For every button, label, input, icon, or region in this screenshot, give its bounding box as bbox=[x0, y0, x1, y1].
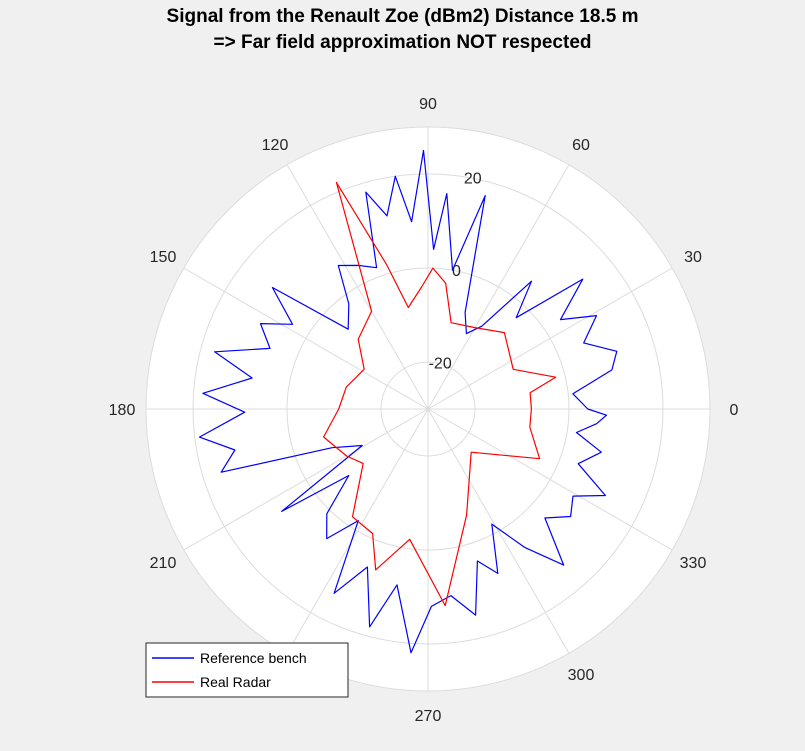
legend-label-2: Real Radar bbox=[200, 674, 271, 690]
chart-title-line-1: Signal from the Renault Zoe (dBm2) Dista… bbox=[166, 6, 639, 27]
chart-title-line-2: => Far field approximation NOT respected bbox=[213, 32, 592, 53]
theta-tick-label: 90 bbox=[419, 96, 437, 113]
r-tick-label: -20 bbox=[429, 356, 452, 373]
series-line-2 bbox=[323, 181, 557, 607]
theta-tick-label: 210 bbox=[150, 555, 177, 572]
theta-tick-label: 180 bbox=[109, 402, 136, 419]
theta-tick-label: 330 bbox=[680, 555, 707, 572]
theta-tick-label: 270 bbox=[415, 708, 442, 725]
r-tick-label: 0 bbox=[452, 263, 461, 280]
theta-tick-label: 0 bbox=[730, 402, 739, 419]
legend-box bbox=[145, 642, 349, 698]
grid-ring bbox=[192, 173, 664, 645]
legend-label-1: Reference bench bbox=[200, 650, 307, 666]
theta-tick-label: 150 bbox=[150, 249, 177, 266]
grid-ring bbox=[380, 361, 476, 457]
r-tick-label: 20 bbox=[464, 171, 482, 188]
theta-tick-label: 30 bbox=[684, 249, 702, 266]
outer-ring bbox=[145, 126, 711, 692]
theta-tick-label: 60 bbox=[572, 137, 590, 154]
series-line-1 bbox=[198, 149, 618, 654]
theta-tick-label: 300 bbox=[568, 667, 595, 684]
grid-ring bbox=[286, 267, 570, 551]
theta-tick-label: 120 bbox=[262, 137, 289, 154]
